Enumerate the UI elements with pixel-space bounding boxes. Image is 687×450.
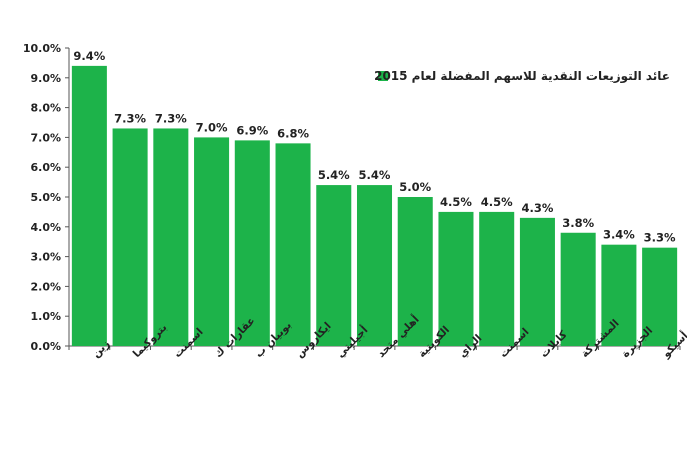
data-label: 6.8%: [277, 126, 309, 140]
bar: [397, 197, 433, 346]
bar: [71, 65, 107, 346]
data-label: 4.3%: [521, 201, 553, 215]
bar: [153, 128, 189, 346]
bar: [316, 185, 352, 346]
data-label: 3.3%: [644, 231, 676, 245]
data-label: 5.0%: [399, 180, 431, 194]
bar: [479, 211, 515, 346]
data-label: 3.8%: [562, 216, 594, 230]
data-label: 9.4%: [73, 49, 105, 63]
bar: [438, 211, 474, 346]
data-label: 7.3%: [155, 111, 187, 125]
legend: عائد التوزيعات النقدية للاسهم المفضلة لع…: [374, 69, 670, 84]
legend-label: عائد التوزيعات النقدية للاسهم المفضلة لع…: [374, 69, 670, 84]
bar: [275, 143, 311, 346]
y-tick-label: 3.0%: [30, 251, 61, 264]
data-label: 5.4%: [359, 168, 391, 182]
data-label: 4.5%: [440, 195, 472, 209]
y-tick-label: 1.0%: [30, 310, 61, 323]
bar: [519, 217, 555, 346]
data-label: 7.3%: [114, 111, 146, 125]
bar: [234, 140, 270, 346]
bar: [112, 128, 148, 346]
y-tick-label: 9.0%: [30, 72, 61, 85]
bar: [560, 232, 596, 346]
y-tick-label: 8.0%: [30, 102, 61, 115]
chart-axes: 0.0% 1.0% 2.0% 3.0% 4.0% 5.0% 6.0% 7.0% 8.0% 9.0%…: [23, 42, 681, 353]
legend-swatch: [378, 71, 388, 81]
data-label: 7.0%: [196, 120, 228, 134]
data-label: 6.9%: [236, 123, 268, 137]
data-label: 4.5%: [481, 195, 513, 209]
y-tick-label: 0.0%: [30, 340, 61, 353]
value-labels: 9.4% 7.3% 7.3% 7.0% 6.9% 6.8% 5.4% 5.4% 5.0% 4.5%…: [73, 49, 676, 245]
chart-bars: [71, 65, 678, 346]
data-label: 3.4%: [603, 228, 635, 242]
y-tick-label: 5.0%: [30, 191, 61, 204]
y-tick-label: 4.0%: [30, 221, 61, 234]
bar: [356, 185, 393, 346]
y-tick-label: 7.0%: [30, 131, 61, 144]
y-tick-label: 6.0%: [30, 161, 61, 174]
y-tick-label: 2.0%: [30, 280, 61, 293]
bar: [194, 137, 230, 346]
data-label: 5.4%: [318, 168, 350, 182]
y-tick-label: 10.0%: [23, 42, 61, 55]
bar: [642, 247, 678, 346]
bar: [601, 244, 637, 346]
